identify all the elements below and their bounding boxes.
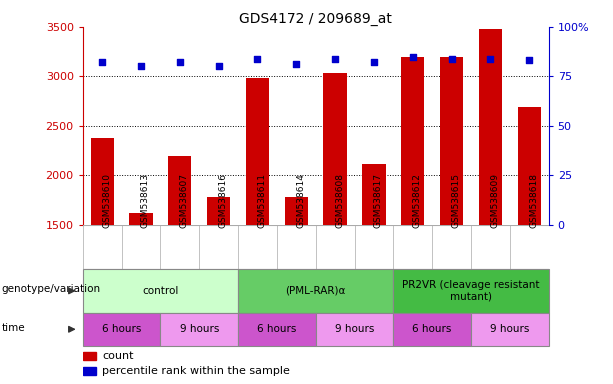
Text: GSM538618: GSM538618 [529, 173, 538, 228]
Bar [246, 78, 269, 225]
Bar [471, 313, 549, 346]
Point [524, 58, 534, 64]
Bar [440, 56, 463, 225]
Bar [83, 269, 238, 313]
Bar [394, 269, 549, 313]
Text: 6 hours: 6 hours [102, 324, 141, 334]
Text: GSM538607: GSM538607 [180, 173, 189, 228]
Text: genotype/variation: genotype/variation [2, 284, 101, 294]
Text: GSM538615: GSM538615 [452, 173, 460, 228]
Point [330, 55, 340, 61]
Text: 6 hours: 6 hours [413, 324, 452, 334]
Text: (PML-RAR)α: (PML-RAR)α [286, 286, 346, 296]
Point [136, 63, 146, 70]
Text: GSM538608: GSM538608 [335, 173, 344, 228]
Text: count: count [102, 351, 134, 361]
Text: percentile rank within the sample: percentile rank within the sample [102, 366, 290, 376]
Title: GDS4172 / 209689_at: GDS4172 / 209689_at [239, 12, 392, 26]
Point [214, 63, 224, 70]
Point [291, 61, 301, 68]
Bar [83, 313, 161, 346]
Text: GSM538614: GSM538614 [296, 173, 305, 228]
Text: GSM538609: GSM538609 [490, 173, 500, 228]
Text: GSM538611: GSM538611 [257, 173, 267, 228]
Text: PR2VR (cleavage resistant
mutant): PR2VR (cleavage resistant mutant) [402, 280, 539, 302]
Point [253, 55, 262, 61]
Text: GSM538613: GSM538613 [141, 173, 150, 228]
Bar [316, 313, 394, 346]
Text: GSM538610: GSM538610 [102, 173, 111, 228]
Point [485, 55, 495, 61]
Text: 9 hours: 9 hours [180, 324, 219, 334]
Bar [362, 164, 386, 225]
Bar [129, 213, 153, 225]
Text: 6 hours: 6 hours [257, 324, 297, 334]
Bar [284, 197, 308, 225]
Bar [83, 367, 96, 375]
Text: GSM538616: GSM538616 [219, 173, 227, 228]
Bar [479, 29, 502, 225]
Bar [168, 156, 191, 225]
Text: control: control [142, 286, 178, 296]
Bar [161, 313, 238, 346]
Bar [324, 73, 347, 225]
Bar [238, 313, 316, 346]
Bar [83, 352, 96, 360]
Bar [91, 137, 114, 225]
Point [369, 60, 379, 66]
Text: GSM538612: GSM538612 [413, 173, 422, 228]
Bar [517, 107, 541, 225]
Point [447, 55, 457, 61]
Text: time: time [2, 323, 25, 333]
Bar [238, 269, 394, 313]
Point [175, 60, 185, 66]
Point [97, 60, 107, 66]
Bar [394, 313, 471, 346]
Text: GSM538617: GSM538617 [374, 173, 383, 228]
Bar [401, 56, 424, 225]
Point [408, 53, 417, 60]
Text: 9 hours: 9 hours [335, 324, 374, 334]
Bar [207, 197, 230, 225]
Text: 9 hours: 9 hours [490, 324, 530, 334]
